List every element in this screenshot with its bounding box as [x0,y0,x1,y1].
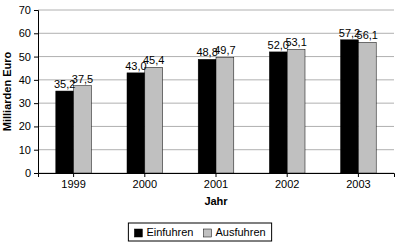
data-label: 37,5 [72,73,93,85]
y-tick: 70 [19,4,38,16]
legend-item: Einfuhren [134,226,193,238]
x-tick-label: 2003 [346,178,370,190]
legend-label: Einfuhren [146,226,193,238]
x-axis-line [39,174,395,178]
x-tick-mark [144,173,145,177]
legend-item: Ausfuhren [203,226,265,238]
plot: 35,243,048,852,057,237,545,449,753,156,1… [19,4,395,190]
y-tick-label: 10 [19,144,31,156]
y-axis-title: Milliarden Euro [1,51,13,131]
y-tick-label: 50 [19,51,31,63]
legend-box [128,223,271,241]
data-label: 49,7 [214,44,235,56]
legend-swatch [134,229,142,237]
y-tick: 50 [19,51,38,63]
y-tick: 0 [25,167,38,179]
x-tick: 2002 [275,173,299,190]
y-tick-label: 20 [19,120,31,132]
bar [358,42,376,173]
y-tick-mark [34,57,38,58]
bar-series [56,40,359,173]
x-tick: 2000 [133,173,157,190]
y-tick: 60 [19,27,38,39]
bar-series [74,42,377,173]
x-tick-mark [216,173,217,177]
x-tick-mark [287,173,288,177]
x-tick-mark [73,173,74,177]
bar [216,57,234,173]
y-axis-line [34,11,39,174]
y-axis: 0 10 20 30 40 50 60 70 [19,4,39,179]
x-axis-title: Jahr [204,195,228,207]
x-tick: 1999 [61,173,85,190]
bar [341,40,359,173]
y-tick-mark [34,80,38,81]
x-tick-label: 1999 [61,178,85,190]
x-tick-mark [358,173,359,177]
y-tick-label: 70 [19,4,31,16]
y-tick-label: 0 [25,167,31,179]
y-tick-mark [34,126,38,127]
data-label: 56,1 [357,29,378,41]
bar [127,73,145,173]
x-tick: 2001 [204,173,228,190]
x-tick-label: 2001 [204,178,228,190]
data-labels: 35,243,048,852,057,237,545,449,753,156,1 [54,27,378,90]
y-tick: 40 [19,74,38,86]
y-tick: 30 [19,97,38,109]
y-tick: 10 [19,144,38,156]
y-tick-mark [34,10,38,11]
x-tick: 2003 [346,173,370,190]
bars [56,40,376,173]
x-tick-label: 2000 [133,178,157,190]
bar [145,67,163,173]
legend: Einfuhren Ausfuhren [128,223,271,241]
legend-label: Ausfuhren [215,226,265,238]
bar [74,86,92,173]
y-tick-mark [34,33,38,34]
x-tick-label: 2002 [275,178,299,190]
y-tick-mark [34,103,38,104]
bar [269,52,287,173]
legend-swatch [203,229,211,237]
bar [198,59,216,173]
y-tick-label: 40 [19,74,31,86]
bar [287,49,305,173]
grid [38,10,394,173]
grid-line [38,10,394,11]
y-tick: 20 [19,120,38,132]
chart: 35,243,048,852,057,237,545,449,753,156,1… [0,0,400,247]
y-tick-mark [34,150,38,151]
y-tick-label: 30 [19,97,31,109]
x-axis: 1999 2000 2001 2002 2003 [39,173,395,190]
bar [56,91,74,173]
data-label: 45,4 [143,54,164,66]
data-label: 53,1 [285,36,306,48]
y-tick-mark [34,173,38,174]
y-tick-label: 60 [19,27,31,39]
